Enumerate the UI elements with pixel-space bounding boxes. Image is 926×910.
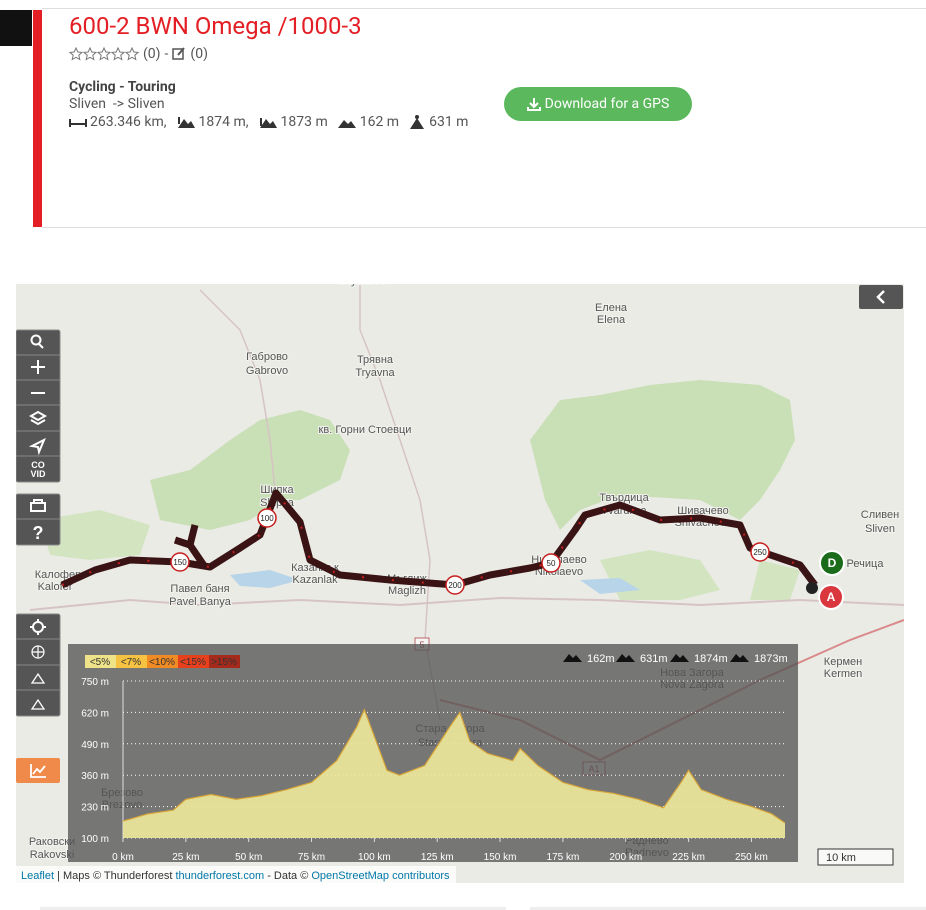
place-label: Sliven — [865, 523, 895, 535]
start-marker-label: D — [828, 556, 837, 570]
x-tick-label: 200 km — [609, 852, 642, 863]
collapse-button[interactable] — [859, 285, 903, 309]
place-label: Твърдица — [599, 492, 649, 504]
elevation-profile: <5% <7% <10% <15% >15% 162m 631m 1874m 1873m 100 … — [68, 644, 798, 863]
km-marker-label: 250 — [753, 548, 767, 557]
place-label: Rakovski — [30, 849, 75, 861]
place-label: Dryanovo — [339, 275, 386, 287]
profile-stat: 1874m — [694, 653, 728, 665]
place-label: Речица — [847, 558, 885, 570]
x-tick-label: 125 km — [421, 852, 454, 863]
place-label: Gabrovo — [246, 365, 288, 377]
thunderforest-link[interactable]: thunderforest.com — [175, 870, 264, 882]
osm-link[interactable]: OpenStreetMap contributors — [311, 870, 450, 882]
y-tick-label: 490 m — [81, 740, 109, 751]
help-button[interactable]: ? — [33, 523, 44, 543]
y-tick-label: 750 m — [81, 677, 109, 688]
grade-label: <5% — [90, 657, 110, 668]
x-tick-label: 75 km — [298, 852, 325, 863]
attribution-text: | Maps © Thunderforest — [57, 870, 172, 882]
place-label: Kermen — [824, 668, 863, 680]
end-marker-label: A — [827, 590, 836, 604]
x-tick-label: 150 km — [484, 852, 517, 863]
attribution: Leaflet | Maps © Thunderforest thunderfo… — [21, 870, 450, 882]
place-label: Pavel Banya — [169, 596, 232, 608]
x-tick-label: 50 km — [235, 852, 262, 863]
place-label: Сливен — [861, 509, 899, 521]
place-label: Кермен — [824, 656, 862, 668]
x-tick-label: 100 km — [358, 852, 391, 863]
place-label: Елена — [595, 302, 628, 314]
profile-stat: 162m — [587, 653, 615, 665]
y-tick-label: 360 m — [81, 771, 109, 782]
grade-label: <7% — [121, 657, 141, 668]
grade-label: <10% — [149, 657, 175, 668]
x-tick-label: 175 km — [547, 852, 580, 863]
place-label: Павел баня — [170, 583, 229, 595]
y-tick-label: 100 m — [81, 834, 109, 845]
grade-label: <15% — [180, 657, 206, 668]
km-marker-label: 200 — [448, 581, 462, 590]
covid-label[interactable]: VID — [30, 469, 46, 479]
km-marker-label: 100 — [260, 514, 274, 523]
place-label: Kazanlak — [292, 574, 338, 586]
km-marker-label: 150 — [173, 558, 187, 567]
place-label: Tryavna — [355, 367, 395, 379]
place-label: Elena — [597, 314, 626, 326]
scale-label: 10 km — [826, 852, 856, 864]
place-label: Трявна — [357, 354, 394, 366]
y-tick-label: 230 m — [81, 803, 109, 814]
place-label: Габрово — [246, 351, 288, 363]
x-tick-label: 225 km — [672, 852, 705, 863]
profile-stat: 1873m — [754, 653, 788, 665]
km-marker-label: 50 — [547, 559, 556, 568]
grade-label: >15% — [211, 657, 237, 668]
end-dot — [806, 582, 818, 594]
x-tick-label: 250 km — [735, 852, 768, 863]
x-tick-label: 25 km — [172, 852, 199, 863]
x-tick-label: 0 km — [112, 852, 134, 863]
place-label: Maglizh — [388, 585, 426, 597]
place-label: кв. Горни Стоевци — [319, 424, 412, 436]
y-tick-label: 620 m — [81, 708, 109, 719]
attribution-text: - Data © — [267, 870, 308, 882]
leaflet-link[interactable]: Leaflet — [21, 870, 54, 882]
map-tiles: Dryanovo Габрово Gabrovo ТрявнаTryavna Елена… — [16, 275, 904, 883]
profile-stat: 631m — [640, 653, 668, 665]
